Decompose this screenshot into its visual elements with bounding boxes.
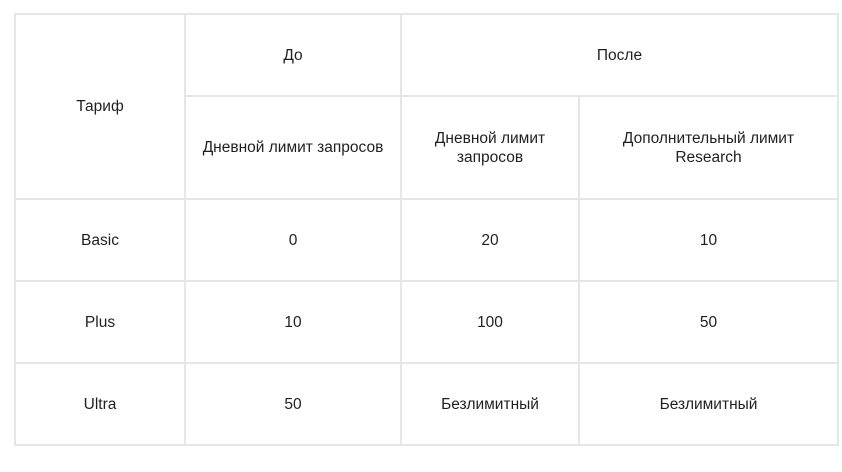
tariff-limits-table: Тариф До После Дневной лимит запросов Дн… <box>14 13 839 446</box>
cell-tariff: Basic <box>14 198 186 282</box>
cell-after-daily: 100 <box>400 280 580 364</box>
cell-tariff: Plus <box>14 280 186 364</box>
cell-after-research: 50 <box>578 280 839 364</box>
header-after-daily: Дневной лимит запросов <box>400 95 580 200</box>
header-tariff: Тариф <box>14 13 186 200</box>
header-before-daily: Дневной лимит запросов <box>184 95 402 200</box>
cell-before-daily: 0 <box>184 198 402 282</box>
cell-after-research: 10 <box>578 198 839 282</box>
cell-tariff: Ultra <box>14 362 186 446</box>
table-row: Ultra 50 Безлимитный Безлимитный <box>14 362 839 446</box>
header-before: До <box>184 13 402 97</box>
header-after: После <box>400 13 839 97</box>
cell-after-daily: 20 <box>400 198 580 282</box>
cell-after-research: Безлимитный <box>578 362 839 446</box>
table-row: Plus 10 100 50 <box>14 280 839 364</box>
header-after-research: Дополнительный лимит Research <box>578 95 839 200</box>
cell-after-daily: Безлимитный <box>400 362 580 446</box>
cell-before-daily: 50 <box>184 362 402 446</box>
cell-before-daily: 10 <box>184 280 402 364</box>
table-row: Basic 0 20 10 <box>14 198 839 282</box>
